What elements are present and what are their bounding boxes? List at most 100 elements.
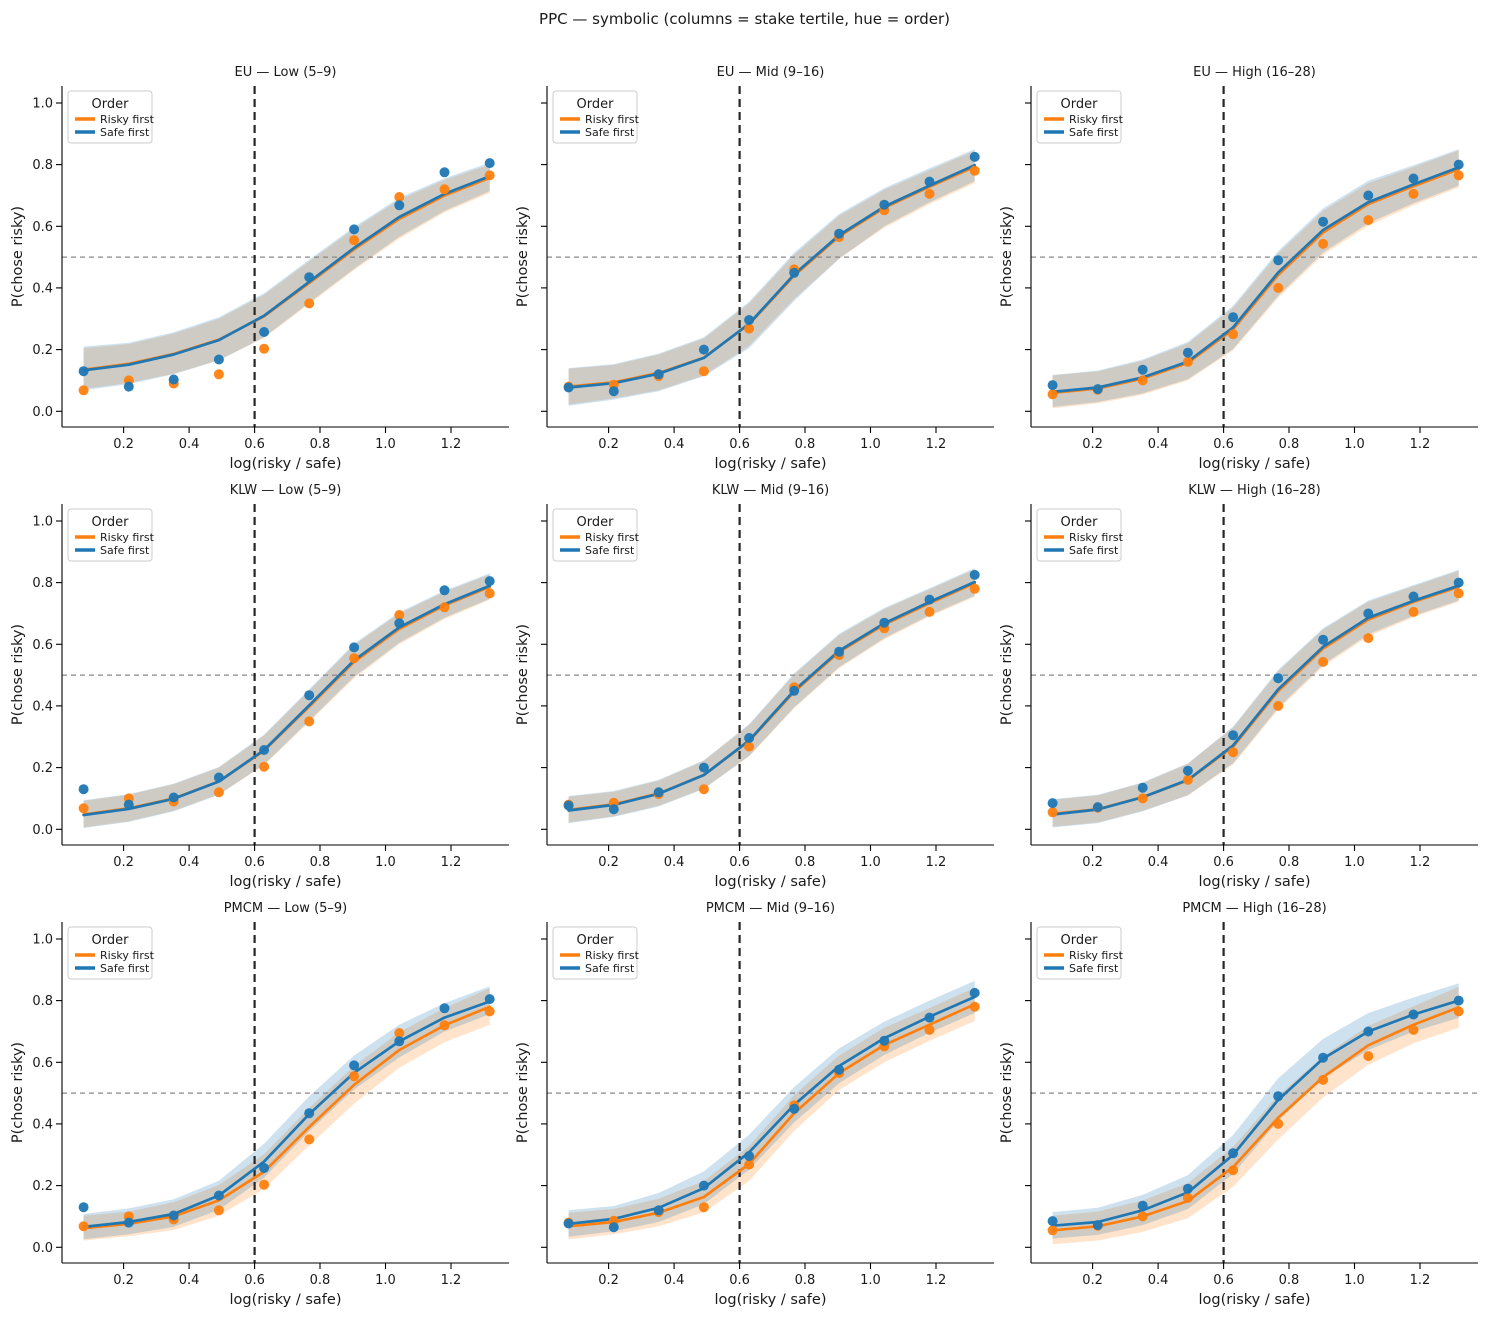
data-point-safe — [698, 762, 709, 773]
data-point-risky — [1047, 807, 1058, 818]
x-tick-label: 0.6 — [244, 855, 265, 870]
x-tick-label: 1.2 — [441, 855, 462, 870]
ci-band-risky — [1052, 570, 1459, 827]
legend-label-risky: Risky first — [1069, 113, 1124, 126]
x-tick-label: 1.0 — [860, 855, 881, 870]
data-point-safe — [969, 569, 980, 580]
data-point-risky — [1453, 588, 1464, 599]
data-point-risky — [1273, 282, 1284, 293]
data-point-safe — [924, 594, 935, 605]
legend-box — [552, 90, 638, 144]
data-point-safe — [744, 1151, 755, 1161]
data-point-safe — [1137, 364, 1148, 375]
x-tick-label: 1.2 — [441, 1273, 462, 1288]
data-point-safe — [1228, 730, 1239, 741]
x-axis-label: log(risky / safe) — [1199, 874, 1311, 890]
legend-label-risky: Risky first — [585, 113, 640, 126]
data-point-risky — [1137, 793, 1148, 804]
fit-line-safe — [1051, 584, 1461, 816]
y-axis-label: P(chose risky) — [999, 624, 1015, 725]
data-point-safe — [1318, 216, 1329, 227]
data-point-safe — [439, 585, 450, 596]
data-point-risky — [349, 653, 360, 664]
axes-frame: 0.2 0.4 0.6 0.8 1.0 1.2 — [541, 86, 994, 452]
data-point-safe — [394, 200, 405, 211]
data-point-safe — [304, 1108, 315, 1119]
scatter-safe — [563, 569, 980, 815]
ci-band-safe — [83, 162, 490, 391]
legend-label-risky: Risky first — [100, 113, 155, 126]
x-tick-label: 0.4 — [664, 855, 685, 870]
data-point-safe — [924, 1012, 935, 1023]
x-tick-label: 0.4 — [1148, 855, 1169, 870]
data-point-risky — [484, 170, 495, 181]
data-point-safe — [1092, 384, 1103, 395]
data-point-safe — [1092, 802, 1103, 813]
data-point-safe — [834, 228, 845, 239]
subplot-PMCM-mid: 0.2 0.4 0.6 0.8 1.0 1.2 PMCM — Mid (9–16) log(r… — [515, 901, 994, 1308]
scatter-risky — [1047, 588, 1464, 818]
panel-title: PMCM — Low (5–9) — [224, 901, 348, 916]
legend-label-safe: Safe first — [1069, 126, 1119, 139]
legend-box — [1036, 90, 1122, 144]
data-point-risky — [698, 366, 709, 377]
legend-title: Order — [92, 933, 130, 948]
legend-title: Order — [92, 97, 130, 112]
legend-label-risky: Risky first — [585, 949, 640, 962]
data-point-safe — [1137, 1200, 1148, 1211]
data-point-risky — [1318, 1074, 1329, 1085]
panel-title: KLW — Mid (9–16) — [712, 483, 829, 498]
y-tick-label: 1.0 — [32, 97, 53, 112]
data-point-risky — [924, 188, 935, 199]
ci-band-safe — [1052, 983, 1459, 1239]
fit-line-safe — [82, 584, 492, 817]
y-axis-label: P(chose risky) — [10, 624, 26, 725]
y-tick-label: 0.8 — [32, 994, 53, 1009]
x-tick-label: 0.8 — [310, 855, 331, 870]
data-point-risky — [1408, 606, 1419, 617]
data-point-safe — [1182, 1183, 1193, 1194]
x-tick-label: 0.2 — [113, 1273, 134, 1288]
data-point-risky — [259, 1179, 270, 1190]
data-point-safe — [1408, 591, 1419, 602]
panel-title: PMCM — Mid (9–16) — [706, 901, 835, 916]
ci-band-risky — [83, 164, 490, 389]
x-tick-label: 0.2 — [113, 855, 134, 870]
x-axis-label: log(risky / safe) — [1199, 1292, 1311, 1308]
legend-label-safe: Safe first — [585, 126, 635, 139]
data-point-risky — [259, 343, 270, 354]
legend-label-safe: Safe first — [585, 544, 635, 557]
data-point-safe — [1273, 673, 1284, 684]
x-tick-label: 0.6 — [1213, 1273, 1234, 1288]
x-tick-label: 1.2 — [1410, 437, 1431, 452]
x-tick-label: 0.2 — [113, 437, 134, 452]
data-point-safe — [744, 315, 755, 325]
data-point-risky — [304, 1134, 315, 1145]
x-tick-label: 1.0 — [375, 1273, 396, 1288]
axes-frame: 0.2 0.4 0.6 0.8 1.0 1.2 0.0 0.2 0.4 0.6 0.8 1.0 — [32, 922, 509, 1288]
scatter-safe — [78, 158, 495, 392]
data-point-safe — [1408, 173, 1419, 184]
data-point-safe — [1363, 608, 1374, 619]
data-point-risky — [744, 741, 755, 752]
data-point-risky — [394, 192, 405, 202]
x-tick-label: 0.8 — [1279, 855, 1300, 870]
legend-title: Order — [1061, 97, 1099, 112]
fit-line-safe — [1051, 166, 1461, 394]
ci-band-risky — [83, 988, 490, 1241]
x-axis-label: log(risky / safe) — [715, 1292, 827, 1308]
data-point-risky — [1228, 329, 1239, 340]
data-point-safe — [924, 176, 935, 187]
figure-suptitle: PPC — symbolic (columns = stake tertile,… — [539, 10, 950, 28]
x-tick-label: 0.8 — [310, 1273, 331, 1288]
data-point-safe — [1453, 995, 1464, 1006]
legend-box — [67, 508, 153, 562]
data-point-safe — [653, 787, 664, 798]
ci-band-safe — [1052, 149, 1459, 407]
data-point-safe — [1137, 782, 1148, 793]
data-point-safe — [349, 642, 360, 653]
scatter-risky — [78, 1006, 495, 1232]
x-tick-label: 0.4 — [664, 437, 685, 452]
